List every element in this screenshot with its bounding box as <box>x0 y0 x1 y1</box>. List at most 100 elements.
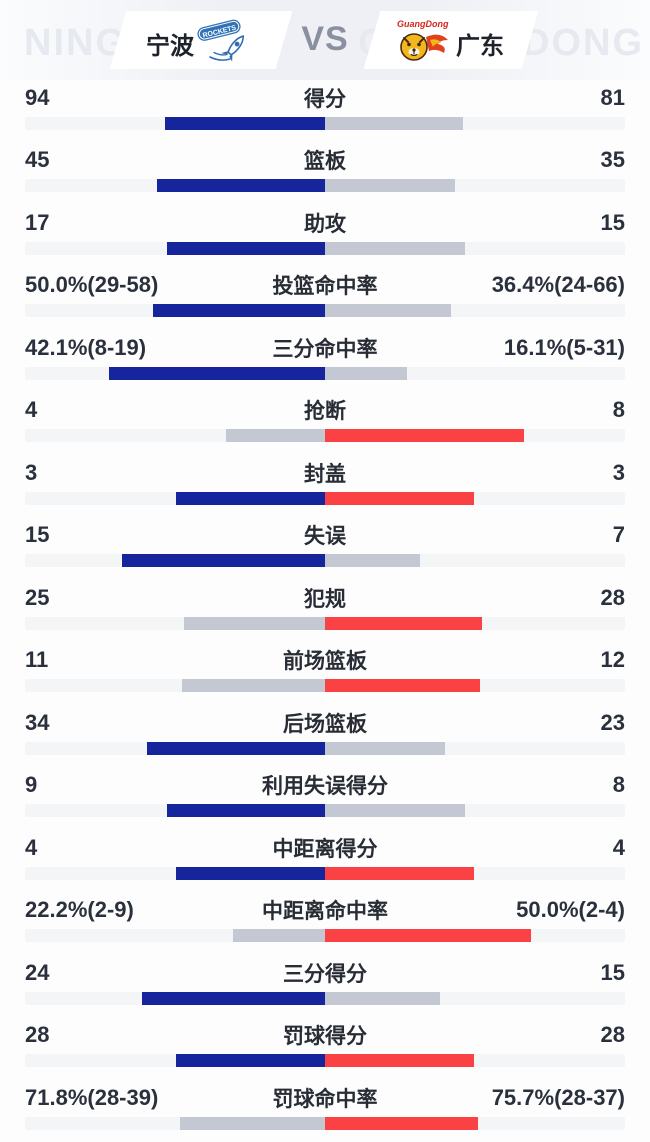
comparison-bar-track <box>25 491 625 505</box>
stat-row: 11 前场篮板 12 <box>0 642 650 704</box>
stat-text-line: 3 封盖 3 <box>25 460 625 486</box>
stat-row: 94 得分 81 <box>0 80 650 142</box>
right-bar-segment <box>325 616 483 630</box>
right-bar-segment <box>325 429 524 443</box>
right-team-value: 3 <box>612 459 625 485</box>
stat-text-line: 94 得分 81 <box>25 85 625 111</box>
right-team-value: 81 <box>600 85 625 110</box>
right-team-value: 23 <box>600 709 625 735</box>
comparison-bar-track <box>25 929 625 943</box>
left-team-value: 42.1%(8-19) <box>25 334 147 360</box>
right-team-value: 8 <box>612 772 625 798</box>
right-bar-segment <box>325 491 474 505</box>
left-bar-segment <box>176 491 325 505</box>
ningbo-rockets-logo: ROCKETS <box>196 16 252 69</box>
right-bar-segment <box>325 117 463 130</box>
comparison-bar-track <box>25 117 625 130</box>
left-bar-segment <box>176 1054 325 1068</box>
stat-label: 罚球命中率 <box>272 1087 378 1111</box>
comparison-bar-track <box>25 429 625 443</box>
stat-text-line: 28 罚球得分 28 <box>25 1022 625 1048</box>
stat-text-line: 9 利用失误得分 8 <box>25 772 625 798</box>
left-team-value: 11 <box>25 647 49 673</box>
stat-text-line: 11 前场篮板 12 <box>25 647 625 673</box>
left-team-value: 15 <box>25 522 50 548</box>
comparison-bar-track <box>25 1054 625 1068</box>
stat-label: 三分命中率 <box>272 337 378 361</box>
stat-row: 15 失误 7 <box>0 517 650 579</box>
right-team-value: 4 <box>612 834 625 860</box>
left-bar-segment <box>176 866 325 880</box>
stat-text-line: 71.8%(28-39) 罚球命中率 75.7%(28-37) <box>25 1085 625 1111</box>
left-team-value: 22.2%(2-9) <box>25 897 134 923</box>
stat-text-line: 4 抢断 8 <box>25 397 625 423</box>
left-team-value: 25 <box>25 584 50 610</box>
left-bar-segment <box>233 929 325 943</box>
right-team-value: 15 <box>600 209 625 235</box>
stat-label: 后场篮板 <box>283 712 367 736</box>
stat-text-line: 45 篮板 35 <box>25 147 625 173</box>
stat-label: 罚球得分 <box>283 1025 367 1049</box>
right-team-value: 35 <box>600 147 625 173</box>
right-bar-segment <box>325 804 466 818</box>
stats-list: 94 得分 81 45 篮板 35 17 助攻 15 <box>0 80 650 1142</box>
left-team-value: 28 <box>25 1022 50 1048</box>
stat-text-line: 24 三分得分 15 <box>25 960 625 986</box>
team-left-name: 宁波 <box>146 33 194 60</box>
vs-label: VS <box>301 20 349 58</box>
stat-text-line: 15 失误 7 <box>25 522 625 548</box>
right-team-value: 28 <box>600 1022 625 1048</box>
comparison-bar-track <box>25 866 625 880</box>
right-bar-segment <box>325 179 456 193</box>
right-bar-segment <box>325 366 408 380</box>
stat-label: 中距离命中率 <box>262 900 388 924</box>
stat-label: 篮板 <box>304 150 346 174</box>
left-bar-segment <box>164 117 325 130</box>
right-team-value: 75.7%(28-37) <box>491 1084 625 1110</box>
stat-row: 71.8%(28-39) 罚球命中率 75.7%(28-37) <box>0 1080 650 1142</box>
left-bar-segment <box>109 366 325 380</box>
left-bar-segment <box>157 179 325 193</box>
comparison-bar-track <box>25 804 625 818</box>
stat-row: 28 罚球得分 28 <box>0 1017 650 1079</box>
comparison-bar-track <box>25 1116 625 1130</box>
stat-row: 9 利用失误得分 8 <box>0 767 650 829</box>
comparison-bar-track <box>25 554 625 568</box>
stat-row: 22.2%(2-9) 中距离命中率 50.0%(2-4) <box>0 892 650 954</box>
stat-label: 犯规 <box>304 587 346 611</box>
stat-row: 4 中距离得分 4 <box>0 830 650 892</box>
stat-label: 投篮命中率 <box>272 275 378 299</box>
right-team-value: 8 <box>612 397 625 423</box>
stat-text-line: 50.0%(29-58) 投篮命中率 36.4%(24-66) <box>25 272 625 298</box>
stat-label: 助攻 <box>304 212 346 236</box>
left-team-value: 4 <box>25 397 38 423</box>
stat-text-line: 34 后场篮板 23 <box>25 710 625 736</box>
left-team-value: 45 <box>25 147 50 173</box>
left-bar-segment <box>182 679 325 693</box>
stat-row: 42.1%(8-19) 三分命中率 16.1%(5-31) <box>0 330 650 392</box>
team-right-name: 广东 <box>456 33 504 60</box>
right-bar-segment <box>325 1054 474 1068</box>
right-bar-segment <box>325 991 440 1005</box>
right-team-value: 50.0%(2-4) <box>516 897 625 923</box>
comparison-bar-track <box>25 179 625 193</box>
left-team-value: 9 <box>25 772 38 798</box>
stat-row: 17 助攻 15 <box>0 205 650 267</box>
stat-row: 24 三分得分 15 <box>0 955 650 1017</box>
stat-text-line: 25 犯规 28 <box>25 585 625 611</box>
right-bar-segment <box>325 1116 478 1130</box>
left-team-value: 94 <box>25 85 50 110</box>
left-bar-segment <box>141 991 325 1005</box>
right-team-value: 36.4%(24-66) <box>491 272 625 298</box>
comparison-bar-track <box>25 366 625 380</box>
match-header: NING BO GUANG DONG 宁波 ROCKETS VS GuangDo… <box>0 0 650 80</box>
right-bar-segment <box>325 929 532 943</box>
guangdong-logo-text: GuangDong <box>397 19 449 29</box>
left-bar-segment <box>184 616 325 630</box>
left-team-value: 71.8%(28-39) <box>25 1084 159 1110</box>
right-bar-segment <box>325 241 465 255</box>
stat-row: 25 犯规 28 <box>0 580 650 642</box>
right-team-value: 16.1%(5-31) <box>503 334 625 360</box>
left-bar-segment <box>167 804 325 818</box>
stat-row: 3 封盖 3 <box>0 455 650 517</box>
